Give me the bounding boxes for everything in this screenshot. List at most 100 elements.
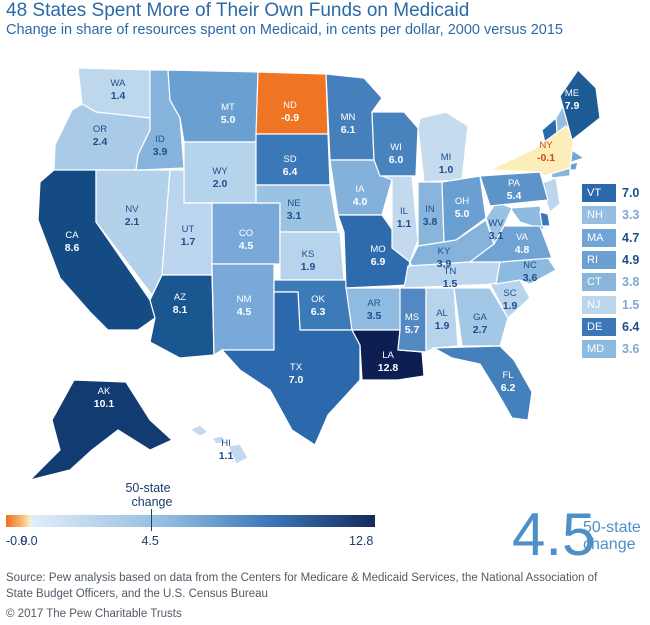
- state-label-hi: HI: [221, 438, 231, 449]
- state-label-in: IN: [425, 204, 435, 215]
- legend-value: 7.0: [622, 186, 640, 200]
- legend-value: 3.6: [622, 342, 640, 357]
- state-ak: [28, 379, 174, 482]
- state-value-tn: 1.5: [443, 278, 458, 290]
- legend-abbr: MA: [582, 228, 616, 247]
- state-label-oh: OH: [455, 196, 469, 207]
- state-label-mo: MO: [370, 244, 385, 255]
- legend-row-de: DE 6.4: [582, 317, 648, 336]
- national-change-value: 4.5: [512, 501, 596, 568]
- state-label-pa: PA: [508, 178, 521, 189]
- state-hi: [188, 424, 249, 465]
- state-oh: [441, 175, 487, 243]
- state-label-ok: OK: [311, 294, 325, 305]
- state-value-ak: 10.1: [94, 398, 115, 410]
- page-title: 48 States Spent More of Their Own Funds …: [6, 0, 470, 21]
- state-label-fl: FL: [502, 370, 513, 381]
- state-label-ga: GA: [473, 312, 487, 323]
- state-value-mn: 6.1: [341, 124, 356, 136]
- state-value-me: 7.9: [565, 100, 580, 112]
- scale-marker-label: change: [131, 495, 173, 509]
- copyright-note: © 2017 The Pew Charitable Trusts: [6, 608, 182, 620]
- legend-row-ct: CT 3.8: [582, 273, 648, 292]
- state-label-ky: KY: [438, 246, 451, 257]
- state-az: [149, 274, 215, 359]
- state-label-nc: NC: [523, 260, 537, 271]
- state-value-or: 2.4: [93, 136, 108, 148]
- state-value-nc: 3.6: [523, 272, 538, 284]
- legend-abbr: MD: [582, 340, 616, 359]
- state-label-la: LA: [382, 350, 394, 361]
- state-value-az: 8.1: [173, 304, 188, 316]
- legend-row-nh: NH 3.3: [582, 206, 648, 225]
- state-label-ny: NY: [539, 140, 553, 151]
- state-value-wa: 1.4: [111, 90, 126, 102]
- state-value-wi: 6.0: [389, 154, 404, 166]
- scale-tick-label: -0.9: [6, 534, 28, 548]
- state-label-or: OR: [93, 124, 107, 135]
- scale-marker-line: [150, 509, 152, 531]
- state-value-mt: 5.0: [221, 114, 236, 126]
- state-me: [559, 69, 601, 142]
- state-md: [508, 205, 545, 231]
- state-label-wy: WY: [212, 166, 228, 177]
- us-choropleth-map: WA1.4OR2.4CA8.6ID3.9NV2.1MT5.0WY2.0UT1.7…: [28, 67, 601, 482]
- state-ms: [397, 287, 427, 353]
- state-value-co: 4.5: [239, 240, 254, 252]
- state-label-co: CO: [239, 228, 253, 239]
- state-value-nm: 4.5: [237, 306, 252, 318]
- state-label-ut: UT: [182, 224, 195, 235]
- state-value-ok: 6.3: [311, 306, 326, 318]
- state-value-hi: 1.1: [219, 450, 234, 462]
- legend-row-ri: RI 4.9: [582, 250, 648, 269]
- state-label-va: VA: [516, 232, 529, 243]
- state-value-ca: 8.6: [65, 242, 80, 254]
- state-value-pa: 5.4: [507, 190, 522, 202]
- source-note: Source: Pew analysis based on data from …: [6, 572, 598, 600]
- state-value-wy: 2.0: [213, 178, 228, 190]
- state-label-sc: SC: [503, 288, 516, 299]
- state-de: [539, 211, 551, 227]
- state-label-tn: TN: [444, 266, 457, 277]
- state-value-fl: 6.2: [501, 382, 516, 394]
- state-fl: [431, 345, 533, 421]
- state-value-al: 1.9: [435, 320, 450, 332]
- scale-tick-label: 0.0: [20, 534, 38, 548]
- state-pa: [479, 171, 549, 207]
- legend-value: 4.7: [622, 230, 640, 245]
- state-ia: [329, 159, 393, 216]
- state-value-wv: 3.1: [489, 230, 504, 242]
- scale-marker-label: 50-state: [125, 481, 171, 495]
- state-label-ks: KS: [302, 249, 315, 260]
- scale-tick-label: 4.5: [141, 534, 159, 548]
- legend-row-md: MD 3.6: [582, 340, 648, 359]
- state-value-tx: 7.0: [289, 374, 304, 386]
- legend-row-ma: MA 4.7: [582, 228, 648, 247]
- legend-row-vt: VT 7.0: [582, 184, 648, 202]
- state-nj: [539, 177, 561, 213]
- state-value-in: 3.8: [423, 216, 438, 228]
- state-label-ca: CA: [65, 230, 79, 241]
- legend-abbr: CT: [582, 273, 616, 292]
- state-value-ms: 5.7: [405, 324, 420, 336]
- state-value-nv: 2.1: [125, 216, 140, 228]
- state-value-ny: -0.1: [537, 152, 555, 164]
- state-label-ak: AK: [98, 386, 111, 397]
- state-label-nv: NV: [125, 204, 139, 215]
- state-value-ia: 4.0: [353, 196, 368, 208]
- legend-abbr: NJ: [582, 295, 616, 314]
- state-label-mn: MN: [341, 112, 356, 123]
- state-value-ar: 3.5: [367, 310, 382, 322]
- legend-abbr: NH: [582, 206, 616, 225]
- state-value-la: 12.8: [378, 362, 399, 374]
- state-label-me: ME: [565, 88, 579, 99]
- state-value-ky: 3.9: [437, 258, 452, 270]
- state-value-ga: 2.7: [473, 324, 488, 336]
- state-value-ks: 1.9: [301, 261, 316, 273]
- state-label-nm: NM: [237, 294, 252, 305]
- state-ny: [489, 125, 575, 177]
- page-subtitle: Change in share of resources spent on Me…: [6, 22, 563, 38]
- state-ar: [345, 287, 403, 331]
- legend-value: 1.5: [622, 297, 640, 312]
- legend-abbr: VT: [582, 184, 616, 202]
